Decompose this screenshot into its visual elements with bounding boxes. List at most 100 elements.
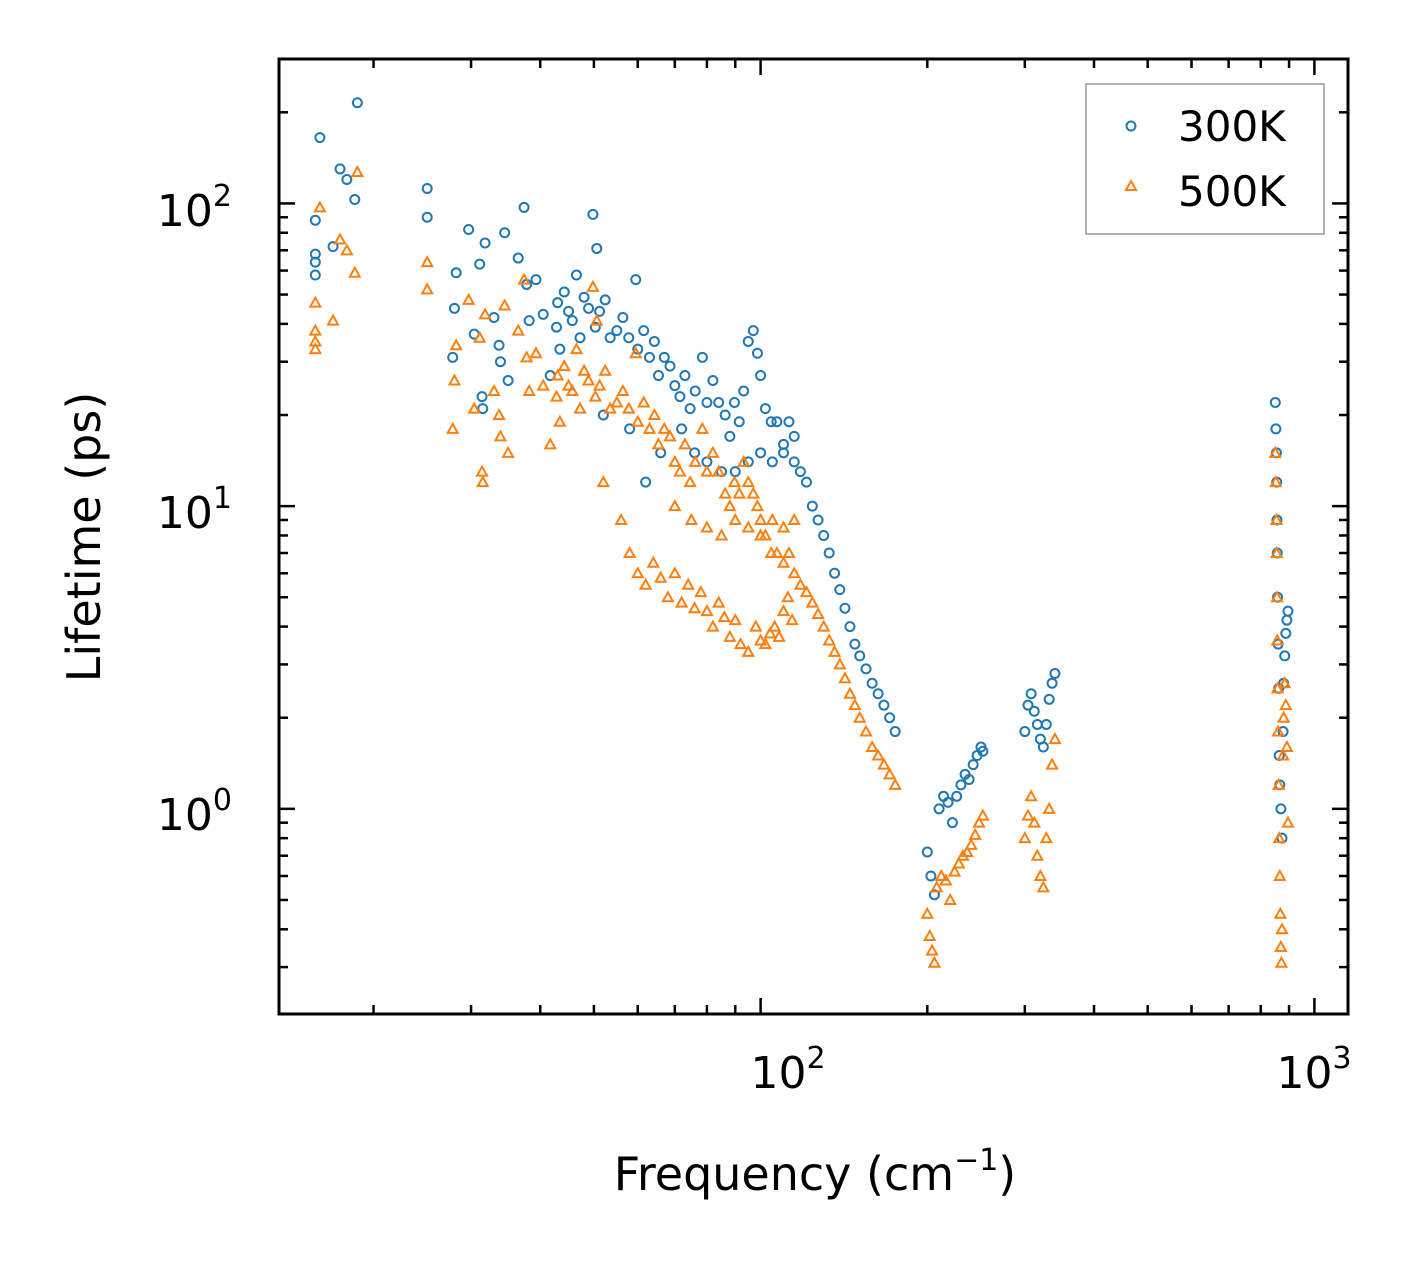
data-point-500k [753,528,768,541]
data-point-500k [1039,831,1053,844]
data-point-300k [778,447,790,459]
legend-box [1085,83,1325,235]
data-point-300k [643,351,655,363]
data-point-500k [497,298,512,311]
data-point-300k [963,773,975,785]
data-point-300k [701,396,713,408]
data-point-500k [1273,906,1288,919]
data-point-300k [1025,688,1037,700]
data-point-500k [827,644,842,657]
data-point-500k [871,748,885,761]
data-point-500k [668,566,682,579]
data-point-500k [577,363,591,376]
data-point-300k [512,252,524,264]
data-point-300k [558,286,570,298]
data-point-300k [669,380,681,392]
data-point-300k [707,375,719,387]
data-point-500k [467,401,481,414]
data-point-300k [591,242,603,254]
data-point-500k [473,330,487,343]
data-point-500k [588,389,603,402]
data-point-300k [834,584,846,596]
data-point-300k [499,227,511,239]
data-point-500k [487,383,501,397]
data-point-300k [589,321,601,333]
data-point-300k [552,297,564,309]
data-point-500k [782,545,796,559]
data-point-500k [799,585,814,598]
data-point-500k [718,486,732,499]
data-point-500k [557,359,571,372]
data-point-300k [1281,614,1293,626]
data-point-500k [1270,590,1284,603]
data-point-300k [733,416,745,428]
data-point-300k [742,335,754,347]
data-point-500k [853,710,867,723]
data-point-300k [583,302,595,314]
data-point-500k [517,272,531,285]
data-point-300k [447,351,459,363]
data-point-500k [631,566,645,579]
data-point-500k [1274,955,1289,968]
data-point-500k [461,292,476,305]
data-point-500k [882,767,897,780]
data-point-500k [565,383,579,397]
data-point-300k [349,194,361,206]
data-point-500k [596,475,611,488]
data-point-500k [1271,724,1285,737]
data-point-300k [624,423,636,435]
data-point-300k [751,347,763,359]
data-point-500k [723,499,737,512]
data-point-500k [661,590,675,603]
data-point-300k [421,183,433,195]
data-point-500k [776,604,791,617]
data-point-300k [946,817,958,829]
data-point-300k [421,211,433,223]
data-point-500k [776,555,791,568]
data-point-300k [866,677,878,689]
data-point-300k [1280,627,1292,639]
data-point-500k [350,164,365,178]
data-point-500k [706,619,720,632]
data-point-500k [614,512,628,525]
data-point-300k [551,321,563,333]
data-point-300k [679,370,691,382]
data-point-500k [923,928,937,942]
y-tick-label-10: 101 [157,481,232,539]
data-point-500k [573,401,587,414]
data-point-300k [599,294,611,306]
data-point-500k [793,577,808,590]
data-point-500k [308,323,323,336]
data-point-500k [1048,732,1062,745]
data-point-500k [1272,831,1286,844]
data-point-300k [570,269,582,281]
data-point-500k [711,464,726,477]
data-point-500k [920,906,935,919]
data-point-500k [420,282,434,295]
data-point-300k [788,456,800,468]
data-point-500k [1273,868,1287,881]
data-point-500k [785,613,799,626]
data-point-300k [574,332,586,344]
data-point-500k [1018,831,1032,844]
data-point-300k [327,241,339,253]
data-point-500k [590,313,604,326]
data-point-500k [728,512,742,525]
data-point-500k [553,414,567,427]
data-point-300k [664,360,676,372]
data-point-500k [678,437,692,450]
data-point-500k [787,512,801,525]
data-point-500k [727,475,742,488]
data-point-300k [597,409,609,421]
data-point-500k [700,464,714,477]
data-point-500k [976,808,990,821]
y-axis-label: Lifetime (ps) [57,392,111,683]
data-point-500k [848,698,862,711]
data-point-300k [872,688,884,700]
data-point-300k [334,163,346,175]
data-point-300k [755,447,767,459]
data-point-500k [776,520,791,533]
data-point-300k [812,514,824,526]
data-point-300k [309,248,321,260]
data-point-500k [622,545,637,559]
